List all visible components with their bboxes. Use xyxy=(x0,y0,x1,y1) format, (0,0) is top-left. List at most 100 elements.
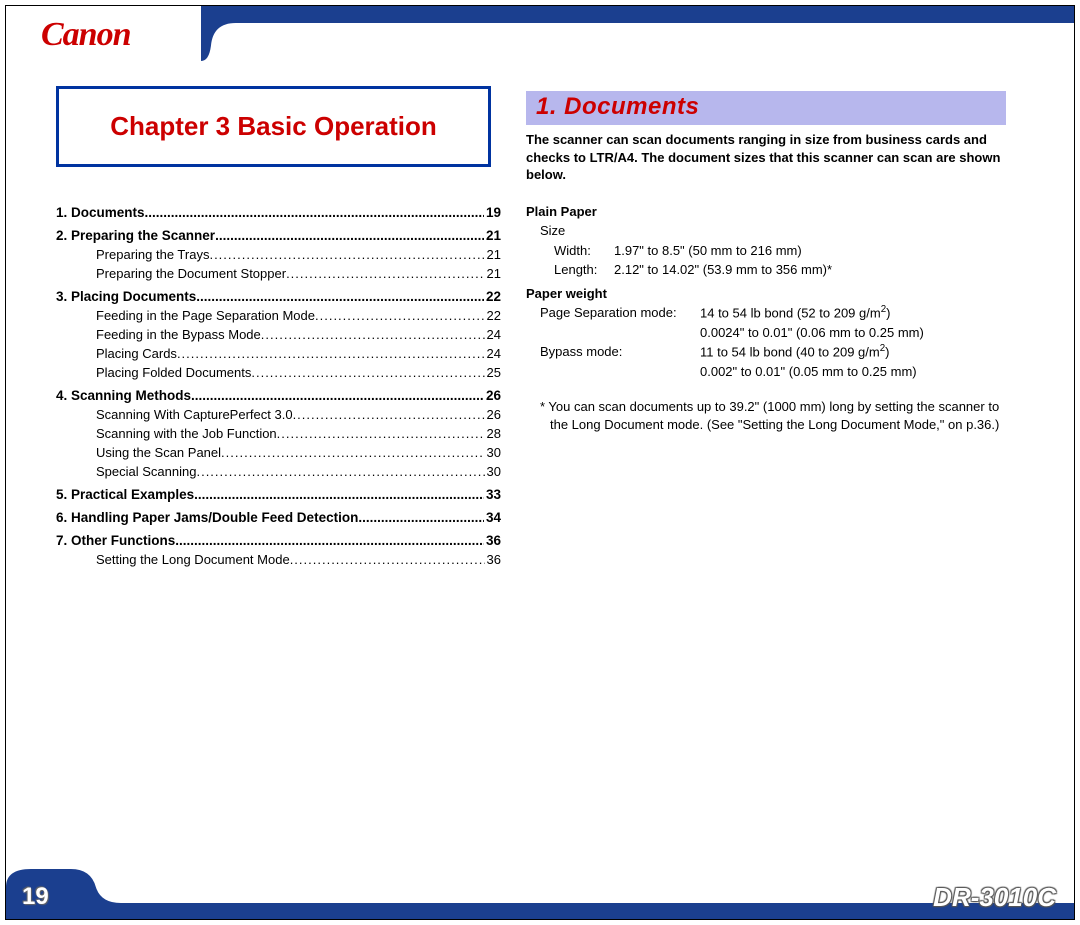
left-column: Chapter 3 Basic Operation 1. Documents 1… xyxy=(6,66,516,864)
toc-page: 21 xyxy=(484,228,501,243)
toc-leader xyxy=(277,426,485,441)
toc-label: Placing Folded Documents xyxy=(96,365,251,380)
toc-label: 2. Preparing the Scanner xyxy=(56,228,215,243)
toc-label: 7. Other Functions xyxy=(56,533,175,548)
bypass-row-1: Bypass mode: 11 to 54 lb bond (40 to 209… xyxy=(526,342,1006,362)
toc-leader xyxy=(194,487,484,502)
toc-label: Scanning with the Job Function xyxy=(96,426,277,441)
table-of-contents: 1. Documents 19 2. Preparing the Scanner … xyxy=(56,205,501,567)
toc-leader xyxy=(286,266,484,281)
toc-label: 4. Scanning Methods xyxy=(56,388,191,403)
toc-leader xyxy=(175,533,484,548)
footer-stripe xyxy=(6,867,1074,919)
toc-leader xyxy=(209,247,484,262)
toc-label: Feeding in the Bypass Mode xyxy=(96,327,261,342)
toc-row[interactable]: 7. Other Functions 36 xyxy=(56,533,501,548)
section-title: 1. Documents xyxy=(526,91,1006,125)
size-label: Size xyxy=(526,221,1006,241)
toc-page: 24 xyxy=(485,346,501,361)
toc-row[interactable]: 5. Practical Examples 33 xyxy=(56,487,501,502)
toc-label: Special Scanning xyxy=(96,464,196,479)
bypass-row-2: 0.002" to 0.01" (0.05 mm to 0.25 mm) xyxy=(526,362,1006,382)
toc-leader xyxy=(358,510,484,525)
toc-page: 21 xyxy=(485,266,501,281)
toc-label: 6. Handling Paper Jams/Double Feed Detec… xyxy=(56,510,358,525)
toc-leader xyxy=(191,388,484,403)
toc-row[interactable]: 6. Handling Paper Jams/Double Feed Detec… xyxy=(56,510,501,525)
page-sep-row-2: 0.0024" to 0.01" (0.06 mm to 0.25 mm) xyxy=(526,323,1006,343)
header: Canon xyxy=(6,6,1074,61)
toc-label: Scanning With CapturePerfect 3.0 xyxy=(96,407,293,422)
content-area: Chapter 3 Basic Operation 1. Documents 1… xyxy=(6,66,1074,864)
page-sep-row-1: Page Separation mode: 14 to 54 lb bond (… xyxy=(526,303,1006,323)
toc-label: 5. Practical Examples xyxy=(56,487,194,502)
toc-leader xyxy=(315,308,485,323)
toc-page: 22 xyxy=(485,308,501,323)
toc-row[interactable]: Preparing the Trays 21 xyxy=(56,247,501,262)
toc-row[interactable]: Placing Folded Documents 25 xyxy=(56,365,501,380)
toc-leader xyxy=(293,407,485,422)
toc-leader xyxy=(221,445,485,460)
plain-paper-heading: Plain Paper xyxy=(526,202,1006,222)
length-key: Length: xyxy=(554,260,614,280)
width-value: 1.97" to 8.5" (50 mm to 216 mm) xyxy=(614,241,1006,261)
toc-row[interactable]: Scanning with the Job Function 28 xyxy=(56,426,501,441)
mode2-post: ) xyxy=(885,345,889,360)
length-value: 2.12" to 14.02" (53.9 mm to 356 mm)* xyxy=(614,260,1006,280)
bypass-val-1: 11 to 54 lb bond (40 to 209 g/m2) xyxy=(700,342,1006,362)
toc-row[interactable]: 1. Documents 19 xyxy=(56,205,501,220)
toc-page: 30 xyxy=(485,445,501,460)
page-sep-val-2: 0.0024" to 0.01" (0.06 mm to 0.25 mm) xyxy=(700,323,1006,343)
footnote: * You can scan documents up to 39.2" (10… xyxy=(526,398,1006,434)
size-width-row: Width: 1.97" to 8.5" (50 mm to 216 mm) xyxy=(526,241,1006,261)
toc-leader xyxy=(196,464,484,479)
toc-page: 34 xyxy=(484,510,501,525)
page-sep-val-1: 14 to 54 lb bond (52 to 209 g/m2) xyxy=(700,303,1006,323)
toc-page: 33 xyxy=(484,487,501,502)
toc-page: 36 xyxy=(485,552,501,567)
toc-leader xyxy=(290,552,485,567)
toc-page: 26 xyxy=(484,388,501,403)
toc-leader xyxy=(196,289,484,304)
bypass-val-2: 0.002" to 0.01" (0.05 mm to 0.25 mm) xyxy=(700,362,1006,382)
toc-label: Preparing the Document Stopper xyxy=(96,266,286,281)
mode1-post: ) xyxy=(886,305,890,320)
toc-row[interactable]: 2. Preparing the Scanner 21 xyxy=(56,228,501,243)
toc-row[interactable]: Feeding in the Bypass Mode 24 xyxy=(56,327,501,342)
size-length-row: Length: 2.12" to 14.02" (53.9 mm to 356 … xyxy=(526,260,1006,280)
header-stripe xyxy=(201,6,1074,61)
toc-row[interactable]: Using the Scan Panel 30 xyxy=(56,445,501,460)
toc-label: Preparing the Trays xyxy=(96,247,209,262)
toc-row[interactable]: Placing Cards 24 xyxy=(56,346,501,361)
toc-page: 26 xyxy=(485,407,501,422)
section-intro: The scanner can scan documents ranging i… xyxy=(526,131,1006,184)
toc-page: 19 xyxy=(484,205,501,220)
toc-row[interactable]: Scanning With CapturePerfect 3.0 26 xyxy=(56,407,501,422)
toc-leader xyxy=(215,228,484,243)
toc-row[interactable]: Preparing the Document Stopper 21 xyxy=(56,266,501,281)
footer: 19 DR-3010C xyxy=(6,867,1074,919)
manual-page: Canon Chapter 3 Basic Operation 1. Docum… xyxy=(5,5,1075,920)
toc-leader xyxy=(251,365,484,380)
mode2-pre: 11 to 54 lb bond (40 to 209 g/m xyxy=(700,345,880,360)
toc-label: Setting the Long Document Mode xyxy=(96,552,290,567)
brand-logo: Canon xyxy=(41,16,131,54)
toc-page: 36 xyxy=(484,533,501,548)
toc-leader xyxy=(261,327,485,342)
toc-page: 28 xyxy=(485,426,501,441)
toc-page: 25 xyxy=(485,365,501,380)
toc-row[interactable]: 4. Scanning Methods 26 xyxy=(56,388,501,403)
toc-page: 22 xyxy=(484,289,501,304)
toc-label: Placing Cards xyxy=(96,346,177,361)
toc-row[interactable]: 3. Placing Documents 22 xyxy=(56,289,501,304)
toc-row[interactable]: Feeding in the Page Separation Mode 22 xyxy=(56,308,501,323)
toc-page: 30 xyxy=(485,464,501,479)
toc-row[interactable]: Setting the Long Document Mode 36 xyxy=(56,552,501,567)
bypass-key: Bypass mode: xyxy=(540,342,700,362)
toc-page: 24 xyxy=(485,327,501,342)
toc-row[interactable]: Special Scanning 30 xyxy=(56,464,501,479)
paper-weight-heading: Paper weight xyxy=(526,284,1006,304)
toc-leader xyxy=(177,346,485,361)
chapter-title-box: Chapter 3 Basic Operation xyxy=(56,86,491,167)
toc-leader xyxy=(145,205,484,220)
